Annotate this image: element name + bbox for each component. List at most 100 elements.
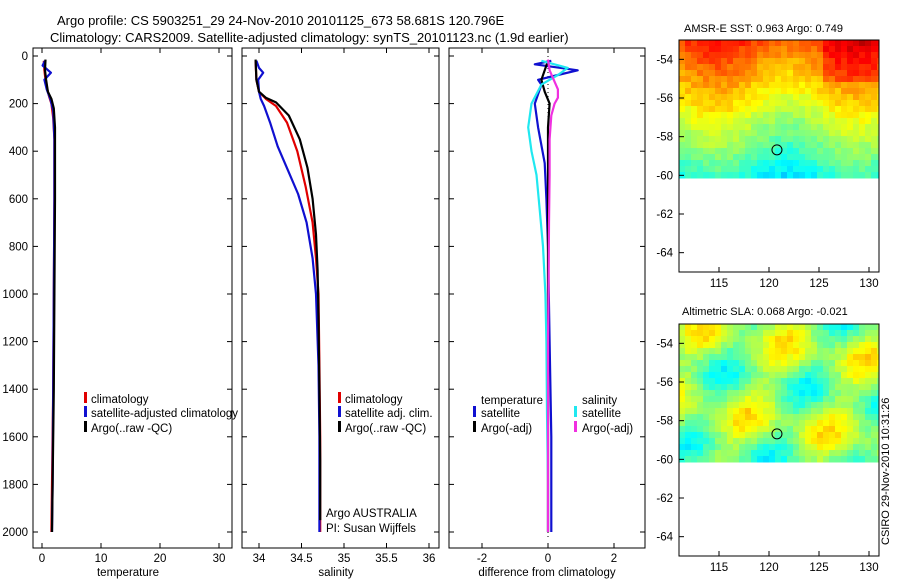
heatmap-cell xyxy=(799,342,806,349)
heatmap-cell xyxy=(823,450,830,457)
heatmap-cell xyxy=(715,378,722,385)
heatmap-cell xyxy=(769,456,776,463)
heatmap-cell xyxy=(871,384,878,391)
heatmap-cell xyxy=(871,136,878,143)
heatmap-cell xyxy=(745,142,752,149)
heatmap-cell xyxy=(733,136,740,143)
heatmap-cell xyxy=(817,112,824,119)
heatmap-cell xyxy=(823,414,830,421)
heatmap-cell xyxy=(751,450,758,457)
legend-swatch-temp-satellite xyxy=(473,406,476,417)
heatmap-cell xyxy=(709,82,716,89)
heatmap-cell xyxy=(775,438,782,445)
heatmap-cell xyxy=(859,444,866,451)
heatmap-cell xyxy=(751,70,758,77)
heatmap-cell xyxy=(871,106,878,113)
heatmap-cell xyxy=(859,402,866,409)
heatmap-cell xyxy=(835,130,842,137)
heatmap-cell xyxy=(835,438,842,445)
heatmap-cell xyxy=(709,330,716,337)
heatmap-cell xyxy=(859,76,866,83)
heatmap-cell xyxy=(697,88,704,95)
heatmap-cell xyxy=(679,46,686,53)
heatmap-cell xyxy=(679,384,686,391)
heatmap-cell xyxy=(829,336,836,343)
x-tick-label: 2 xyxy=(611,553,617,565)
heatmap-cell xyxy=(739,402,746,409)
heatmap-cell xyxy=(829,76,836,83)
heatmap-cell xyxy=(835,330,842,337)
heatmap-cell xyxy=(805,82,812,89)
heatmap-cell xyxy=(877,426,879,433)
heatmap-cell xyxy=(763,40,770,47)
heatmap-cell xyxy=(823,456,830,463)
heatmap-cell xyxy=(745,82,752,89)
heatmap-cell xyxy=(877,336,879,343)
heatmap-cell xyxy=(763,408,770,415)
heatmap-cell xyxy=(799,136,806,143)
heatmap-cell xyxy=(787,100,794,107)
heatmap-cell xyxy=(829,46,836,53)
heatmap-cell xyxy=(751,372,758,379)
heatmap-cell xyxy=(859,106,866,113)
map-x-tick-label: 125 xyxy=(809,278,828,290)
heatmap-cell xyxy=(679,148,686,155)
heatmap-cell xyxy=(859,58,866,65)
heatmap-cell xyxy=(685,82,692,89)
heatmap-cell xyxy=(757,46,764,53)
heatmap-cell xyxy=(805,414,812,421)
heatmap-cell xyxy=(757,172,764,179)
heatmap-cell xyxy=(751,172,758,179)
heatmap-cell xyxy=(853,330,860,337)
heatmap-cell xyxy=(757,94,764,101)
heatmap-cell xyxy=(841,336,848,343)
heatmap-cell xyxy=(793,360,800,367)
heatmap-cell xyxy=(685,378,692,385)
heatmap-cell xyxy=(751,360,758,367)
heatmap-cell xyxy=(805,444,812,451)
heatmap-cell xyxy=(739,136,746,143)
heatmap-cell xyxy=(829,130,836,137)
heatmap-cell xyxy=(727,136,734,143)
heatmap-cell xyxy=(763,384,770,391)
heatmap-cell xyxy=(727,384,734,391)
heatmap-cell xyxy=(781,46,788,53)
heatmap-cell xyxy=(679,390,686,397)
heatmap-cell xyxy=(709,354,716,361)
heatmap-cell xyxy=(721,402,728,409)
heatmap-cell xyxy=(871,100,878,107)
heatmap-cell xyxy=(877,378,879,385)
heatmap-cell xyxy=(715,172,722,179)
heatmap-cell xyxy=(835,166,842,173)
heatmap-cell xyxy=(835,408,842,415)
heatmap-cell xyxy=(835,348,842,355)
heatmap-cell xyxy=(769,402,776,409)
heatmap-cell xyxy=(787,166,794,173)
heatmap-cell xyxy=(769,408,776,415)
heatmap-cell xyxy=(841,112,848,119)
heatmap-cell xyxy=(721,94,728,101)
heatmap-cell xyxy=(877,408,879,415)
heatmap-cell xyxy=(871,64,878,71)
heatmap-cell xyxy=(805,160,812,167)
heatmap-cell xyxy=(781,148,788,155)
heatmap-cell xyxy=(691,94,698,101)
heatmap-cell xyxy=(841,142,848,149)
heatmap-cell xyxy=(799,396,806,403)
heatmap-cell xyxy=(793,324,800,331)
heatmap-cell xyxy=(751,366,758,373)
heatmap-cell xyxy=(835,58,842,65)
heatmap-cell xyxy=(691,142,698,149)
heatmap-cell xyxy=(709,64,716,71)
heatmap-cell xyxy=(697,148,704,155)
heatmap-cell xyxy=(877,82,879,89)
heatmap-cell xyxy=(775,384,782,391)
x-tick-label: 20 xyxy=(154,553,167,565)
heatmap-cell xyxy=(721,160,728,167)
heatmap-cell xyxy=(793,52,800,59)
heatmap-cell xyxy=(847,390,854,397)
legend-label-temp-satellite: satellite xyxy=(481,408,520,420)
heatmap-cell xyxy=(679,70,686,77)
heatmap-cell xyxy=(679,420,686,427)
heatmap-cell xyxy=(877,64,879,71)
